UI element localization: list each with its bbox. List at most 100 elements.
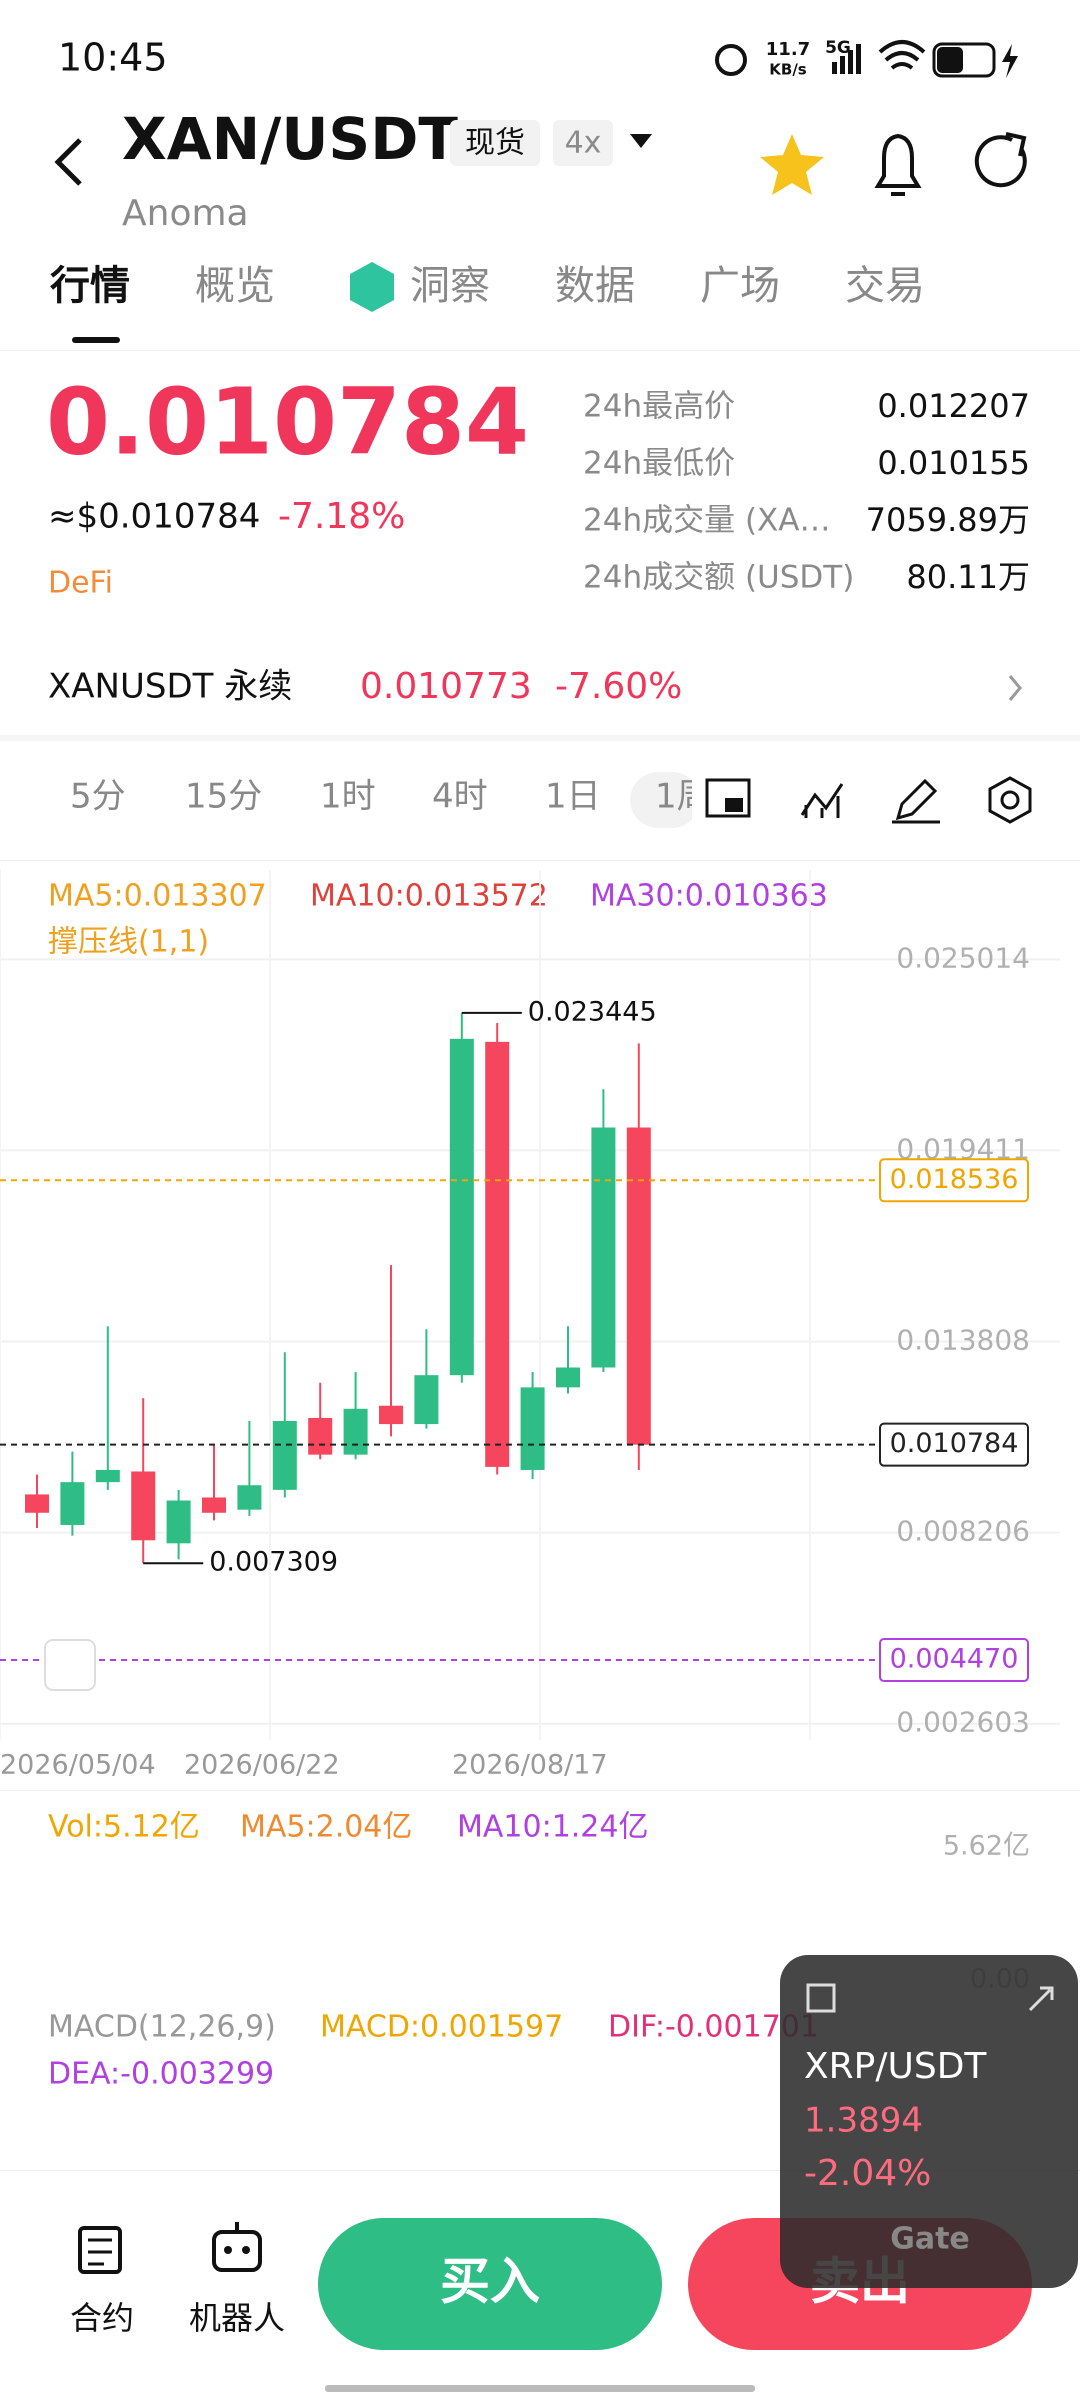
tab[interactable]: 概览 (195, 263, 275, 309)
timeframe[interactable]: 1日 (545, 777, 601, 817)
price-level-box (879, 1422, 1029, 1467)
alert-button[interactable] (874, 133, 922, 196)
support-label: 撑压线(1,1) (48, 925, 209, 960)
high-marker-label: 0.023445 (528, 996, 657, 1027)
float-change: -2.04% (804, 2153, 931, 2194)
y-tick-label: 0.013808 (896, 1324, 1030, 1357)
x-tick-label: 2026/05/04 (0, 1750, 156, 1781)
volume-label: MA5:2.04亿 (240, 1810, 412, 1845)
timeframe[interactable]: 1时 (320, 777, 376, 817)
low-marker-label: 0.007309 (209, 1547, 338, 1578)
candle-body (485, 1041, 510, 1467)
ma-label: MA10:0.013572 (310, 879, 548, 914)
float-brand: Gate (890, 2222, 970, 2257)
sector-tag[interactable]: DeFi (48, 566, 113, 601)
bot-label[interactable]: 机器人 (189, 2299, 285, 2337)
net-speed: 11.7 (766, 39, 810, 60)
stat-value: 7059.89万 (866, 501, 1030, 539)
divider (0, 860, 1080, 861)
tag-bg (450, 120, 540, 166)
candle-body (556, 1367, 580, 1388)
price-level-box (879, 1638, 1029, 1683)
stat-label: 24h成交量 (XA… (583, 503, 831, 539)
perp-chevron[interactable] (1008, 675, 1022, 701)
zoom-button[interactable] (44, 1639, 96, 1691)
perp-price: 0.010773 (360, 666, 532, 707)
candle-body (95, 1469, 120, 1483)
tag-bg (553, 120, 613, 166)
ma-label: MA30:0.010363 (590, 879, 828, 914)
candle-body (166, 1500, 191, 1544)
contract-icon[interactable] (78, 2226, 122, 2274)
candle-body (449, 1038, 474, 1376)
leverage-tag: 4x (565, 126, 602, 161)
candle-body (202, 1497, 226, 1513)
candle-body (414, 1375, 439, 1425)
x-tick-label: 2026/08/17 (452, 1750, 608, 1781)
token-name: Anoma (122, 193, 249, 234)
net-unit: KB/s (769, 61, 807, 79)
tab[interactable]: 广场 (700, 263, 780, 309)
tab-indicator (72, 337, 120, 343)
candle-body (237, 1485, 262, 1510)
timeframe[interactable]: 5分 (70, 777, 126, 817)
tab[interactable]: 数据 (555, 263, 635, 309)
timeframe-active-bg (630, 772, 700, 828)
floating-ticker[interactable]: XRP/USDT 1.3894 -2.04% Gate (780, 1955, 1078, 2288)
divider (0, 1790, 1080, 1791)
stat-label: 24h成交额 (USDT) (583, 560, 854, 596)
price-level-label: 0.004470 (890, 1644, 1019, 1675)
candle-body (379, 1405, 403, 1425)
price-level-box (879, 1158, 1029, 1203)
status-icons: 11.7 KB/s 5G (715, 38, 1018, 79)
float-pair: XRP/USDT (804, 2046, 987, 2087)
perp-name[interactable]: XANUSDT 永续 (48, 667, 292, 707)
divider (0, 2170, 1080, 2171)
divider (0, 350, 1080, 351)
tab[interactable]: 洞察 (410, 263, 490, 309)
volume-tick: 5.62亿 (943, 1831, 1030, 1862)
candle-body (343, 1408, 368, 1455)
x-tick-label: 2026/06/22 (184, 1750, 340, 1781)
y-tick-label: 0.008206 (896, 1515, 1030, 1548)
candle-body (131, 1471, 156, 1541)
macd-label: MACD:0.001597 (320, 2010, 563, 2045)
ai-icon (350, 262, 394, 312)
market-tag: 现货 (465, 126, 525, 161)
candle-body (308, 1417, 333, 1455)
candle-body (626, 1127, 651, 1445)
back-button[interactable] (54, 138, 82, 186)
volume-label: MA10:1.24亿 (457, 1810, 648, 1845)
buy-button[interactable] (318, 2218, 662, 2350)
timeframe[interactable]: 4时 (432, 777, 488, 817)
candle-body (591, 1127, 616, 1368)
bot-icon[interactable] (212, 2222, 262, 2272)
refresh-button[interactable] (974, 132, 1027, 188)
status-time: 10:45 (58, 36, 168, 80)
stat-label: 24h最高价 (583, 389, 735, 425)
chart-tools[interactable] (705, 776, 1032, 824)
timeframe[interactable]: 15分 (185, 777, 262, 817)
contract-label[interactable]: 合约 (70, 2299, 134, 2337)
pair-title: XAN/USDT (122, 105, 458, 173)
y-tick-label: 0.002603 (896, 1706, 1030, 1739)
home-indicator (325, 2385, 755, 2392)
float-price: 1.3894 (804, 2101, 923, 2141)
y-tick-label: 0.025014 (896, 941, 1030, 974)
stat-value: 0.010155 (877, 444, 1030, 482)
buy-label[interactable]: 买入 (440, 2253, 540, 2311)
perp-change: -7.60% (555, 666, 682, 707)
usd-price: ≈$0.010784 (48, 497, 260, 537)
macd-label: MACD(12,26,9) (48, 2010, 276, 2045)
candle-body (520, 1387, 545, 1470)
price-level-label: 0.018536 (890, 1164, 1019, 1195)
macd-label: DEA:-0.003299 (48, 2057, 274, 2092)
favorite-button[interactable] (760, 134, 824, 195)
tab[interactable]: 交易 (845, 263, 925, 309)
pair-dropdown[interactable] (630, 134, 652, 148)
tab[interactable]: 行情 (50, 263, 130, 309)
volume-label: Vol:5.12亿 (48, 1810, 200, 1845)
stat-value: 80.11万 (906, 558, 1030, 596)
candle-body (272, 1421, 297, 1490)
